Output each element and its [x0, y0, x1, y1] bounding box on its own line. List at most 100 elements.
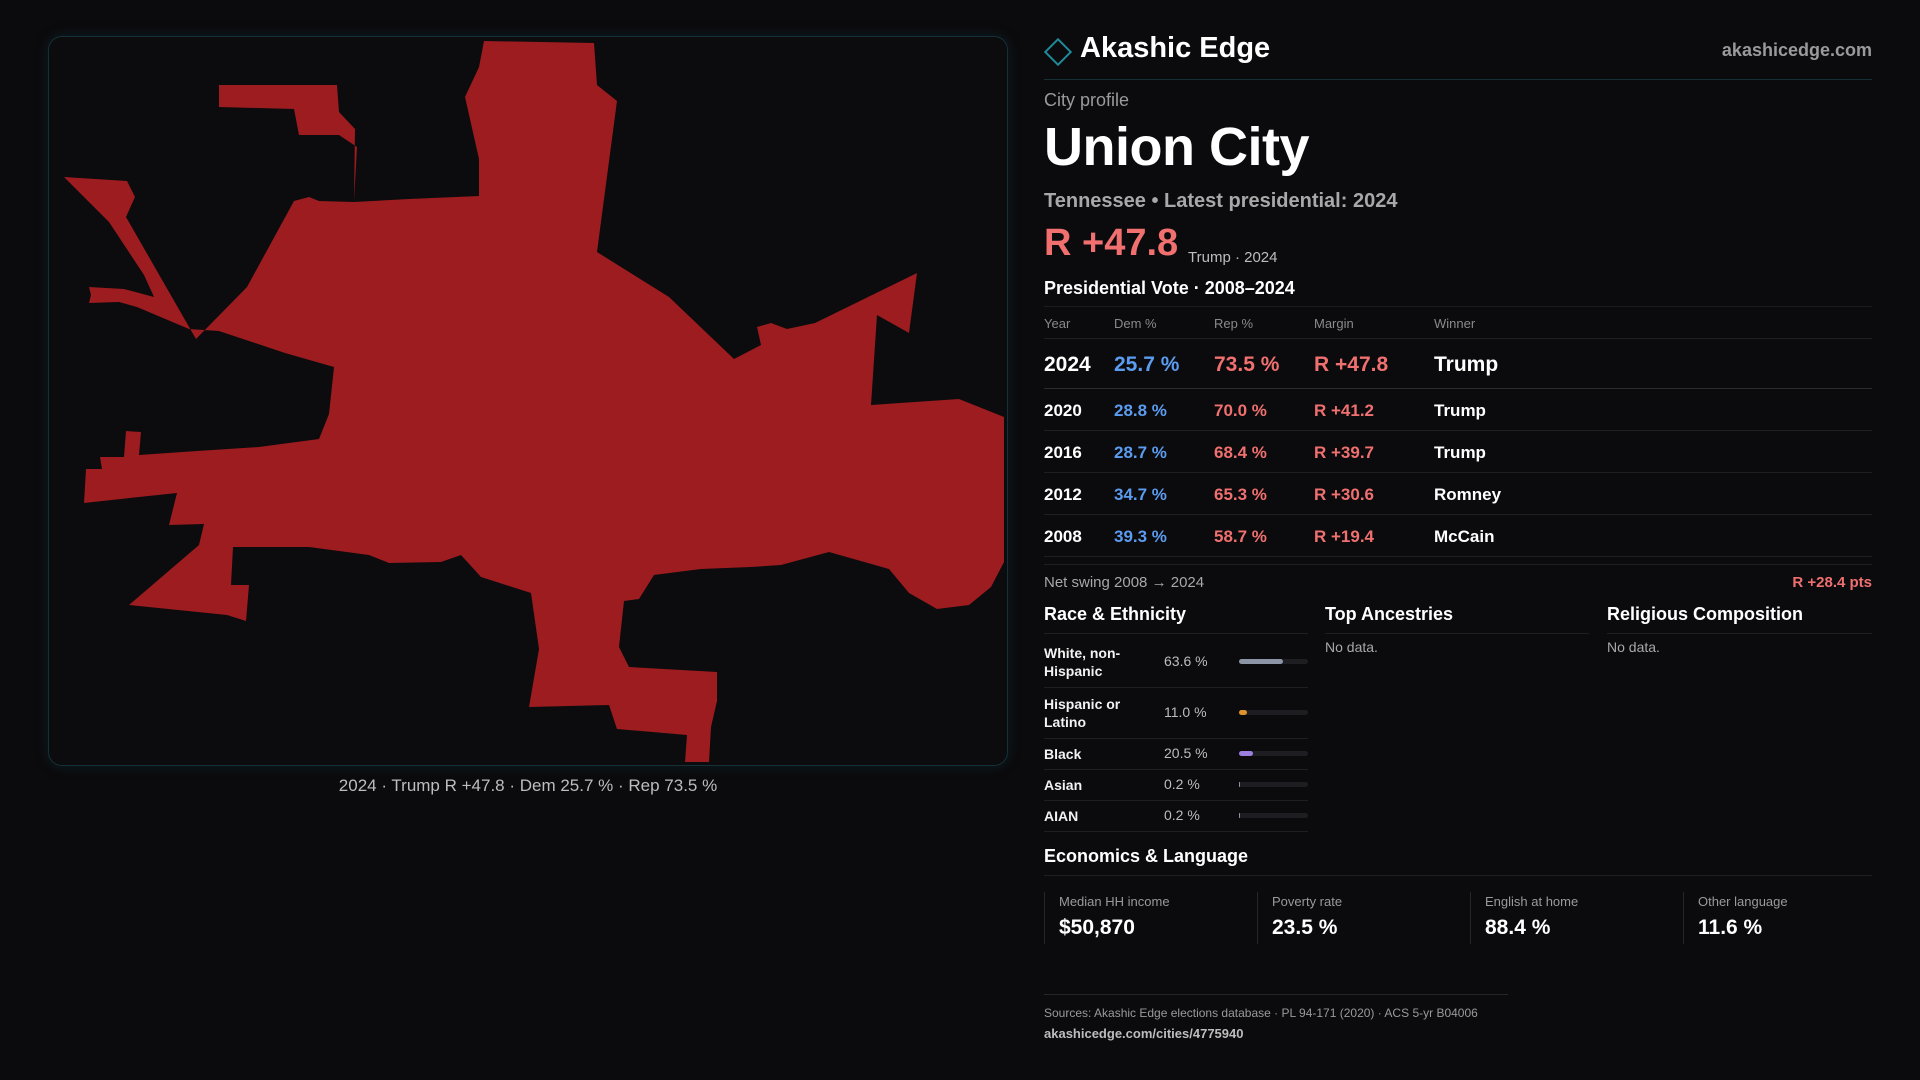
cell-dem: 28.8 % — [1114, 401, 1167, 420]
list-item: White, non-Hispanic 63.6 % — [1044, 637, 1308, 688]
cell-winner: Trump — [1434, 443, 1486, 462]
race-bar-track — [1239, 751, 1308, 756]
race-list: White, non-Hispanic 63.6 % Hispanic or L… — [1044, 637, 1308, 832]
brand-url-link[interactable]: akashicedge.com — [1721, 40, 1872, 60]
list-item: Asian 0.2 % — [1044, 770, 1308, 801]
cell-margin: R +41.2 — [1314, 401, 1375, 420]
list-item: AIAN 0.2 % — [1044, 801, 1308, 832]
footer-divider — [1044, 994, 1508, 995]
brand-header: Akashic Edge akashicedge.com — [1043, 30, 1872, 80]
list-item: Black 20.5 % — [1044, 739, 1308, 770]
net-swing-row: Net swing 2008 → 2024 R +28.4 pts — [1044, 564, 1872, 596]
headline-margin: R +47.8 — [1044, 222, 1179, 264]
race-bar-fill — [1239, 751, 1254, 756]
stat-value: 88.4 % — [1485, 916, 1551, 939]
header-winner: Winner — [1434, 316, 1476, 331]
cell-rep: 68.4 % — [1214, 443, 1267, 462]
table-row: 2008 39.3 % 58.7 % R +19.4 McCain — [1044, 515, 1872, 557]
cell-margin: R +39.7 — [1314, 443, 1375, 462]
city-boundary-shape — [64, 41, 1004, 762]
ancestries-section-title: Top Ancestries — [1325, 604, 1589, 634]
profile-kicker: City profile — [1044, 90, 1130, 110]
race-bar-track — [1239, 813, 1308, 818]
race-label: Hispanic or Latino — [1044, 696, 1121, 730]
cell-year: 2008 — [1044, 527, 1082, 546]
cell-year: 2020 — [1044, 401, 1082, 420]
list-item: Hispanic or Latino 11.0 % — [1044, 688, 1308, 739]
presidential-vote-table: Year Dem % Rep % Margin Winner 2024 25.7… — [1044, 306, 1872, 557]
brand-name[interactable]: Akashic Edge — [1080, 32, 1271, 64]
swing-value: R +28.4 pts — [1792, 574, 1872, 591]
race-pct: 11.0 % — [1164, 704, 1207, 720]
race-pct: 63.6 % — [1164, 653, 1208, 669]
race-label: Black — [1044, 746, 1082, 762]
ancestries-empty: No data. — [1325, 639, 1378, 655]
header-year: Year — [1044, 316, 1071, 331]
stat-label: Other language — [1698, 894, 1788, 909]
race-pct: 20.5 % — [1164, 745, 1208, 761]
swing-label: Net swing 2008 → 2024 — [1044, 574, 1205, 591]
religion-section-title: Religious Composition — [1607, 604, 1872, 634]
table-row: 2020 28.8 % 70.0 % R +41.2 Trump — [1044, 389, 1872, 431]
cell-margin: R +30.6 — [1314, 485, 1375, 504]
cell-margin: R +19.4 — [1314, 527, 1375, 546]
race-pct: 0.2 % — [1164, 776, 1200, 792]
cell-winner: Trump — [1434, 353, 1499, 376]
race-bar-track — [1239, 659, 1308, 664]
stat-value: $50,870 — [1059, 916, 1135, 939]
stat-value: 11.6 % — [1698, 916, 1763, 939]
table-row: 2016 28.7 % 68.4 % R +39.7 Trump — [1044, 431, 1872, 473]
header-rep: Rep % — [1214, 316, 1254, 331]
table-header: Year Dem % Rep % Margin Winner — [1044, 307, 1872, 339]
race-bar-fill — [1239, 813, 1240, 818]
race-bar-fill — [1239, 659, 1283, 664]
cell-rep: 65.3 % — [1214, 485, 1267, 504]
cell-year: 2012 — [1044, 485, 1082, 504]
cell-rep: 70.0 % — [1214, 401, 1267, 420]
economics-grid: Median HH income $50,870 Poverty rate 23… — [1044, 892, 1872, 944]
race-label: AIAN — [1044, 808, 1079, 824]
race-label: White, non-Hispanic — [1044, 645, 1121, 679]
cell-dem: 25.7 % — [1114, 353, 1180, 376]
cell-dem: 34.7 % — [1114, 485, 1167, 504]
stat-english-at-home: English at home 88.4 % — [1470, 892, 1670, 944]
stat-value: 23.5 % — [1272, 916, 1338, 939]
stat-median-income: Median HH income $50,870 — [1044, 892, 1244, 944]
race-pct: 0.2 % — [1164, 807, 1200, 823]
cell-winner: Romney — [1434, 485, 1502, 504]
header-dem: Dem % — [1114, 316, 1157, 331]
cell-dem: 39.3 % — [1114, 527, 1167, 546]
stat-label: Median HH income — [1059, 894, 1170, 909]
page-title: Union City — [1044, 117, 1309, 177]
economics-section-title: Economics & Language — [1044, 846, 1872, 876]
cell-year: 2024 — [1044, 353, 1091, 376]
cell-dem: 28.7 % — [1114, 443, 1167, 462]
map-caption: 2024 · Trump R +47.8 · Dem 25.7 % · Rep … — [338, 776, 718, 795]
cell-winner: McCain — [1434, 527, 1495, 546]
race-bar-fill — [1239, 710, 1247, 715]
race-bar-fill — [1239, 782, 1240, 787]
cell-year: 2016 — [1044, 443, 1082, 462]
cell-winner: Trump — [1434, 401, 1486, 420]
stat-other-language: Other language 11.6 % — [1683, 892, 1883, 944]
race-bar-track — [1239, 710, 1308, 715]
cell-margin: R +47.8 — [1314, 353, 1389, 376]
brand-diamond-icon — [1043, 37, 1073, 67]
sources-note: Sources: Akashic Edge elections database… — [1044, 1006, 1478, 1020]
race-bar-track — [1239, 782, 1308, 787]
table-row: 2024 25.7 % 73.5 % R +47.8 Trump — [1044, 339, 1872, 389]
city-permalink[interactable]: akashicedge.com/cities/4775940 — [1044, 1026, 1244, 1041]
cell-rep: 73.5 % — [1214, 353, 1280, 376]
stat-poverty-rate: Poverty rate 23.5 % — [1257, 892, 1457, 944]
vote-section-title: Presidential Vote · 2008–2024 — [1044, 278, 1295, 298]
profile-subline: Tennessee • Latest presidential: 2024 — [1044, 190, 1398, 212]
city-boundary-map — [64, 41, 1004, 762]
map-panel — [48, 36, 1008, 766]
headline-note: Trump · 2024 — [1188, 249, 1278, 266]
race-section-title: Race & Ethnicity — [1044, 604, 1308, 634]
table-row: 2012 34.7 % 65.3 % R +30.6 Romney — [1044, 473, 1872, 515]
race-label: Asian — [1044, 777, 1083, 793]
stat-label: English at home — [1485, 894, 1579, 909]
header-margin: Margin — [1314, 316, 1354, 331]
cell-rep: 58.7 % — [1214, 527, 1267, 546]
